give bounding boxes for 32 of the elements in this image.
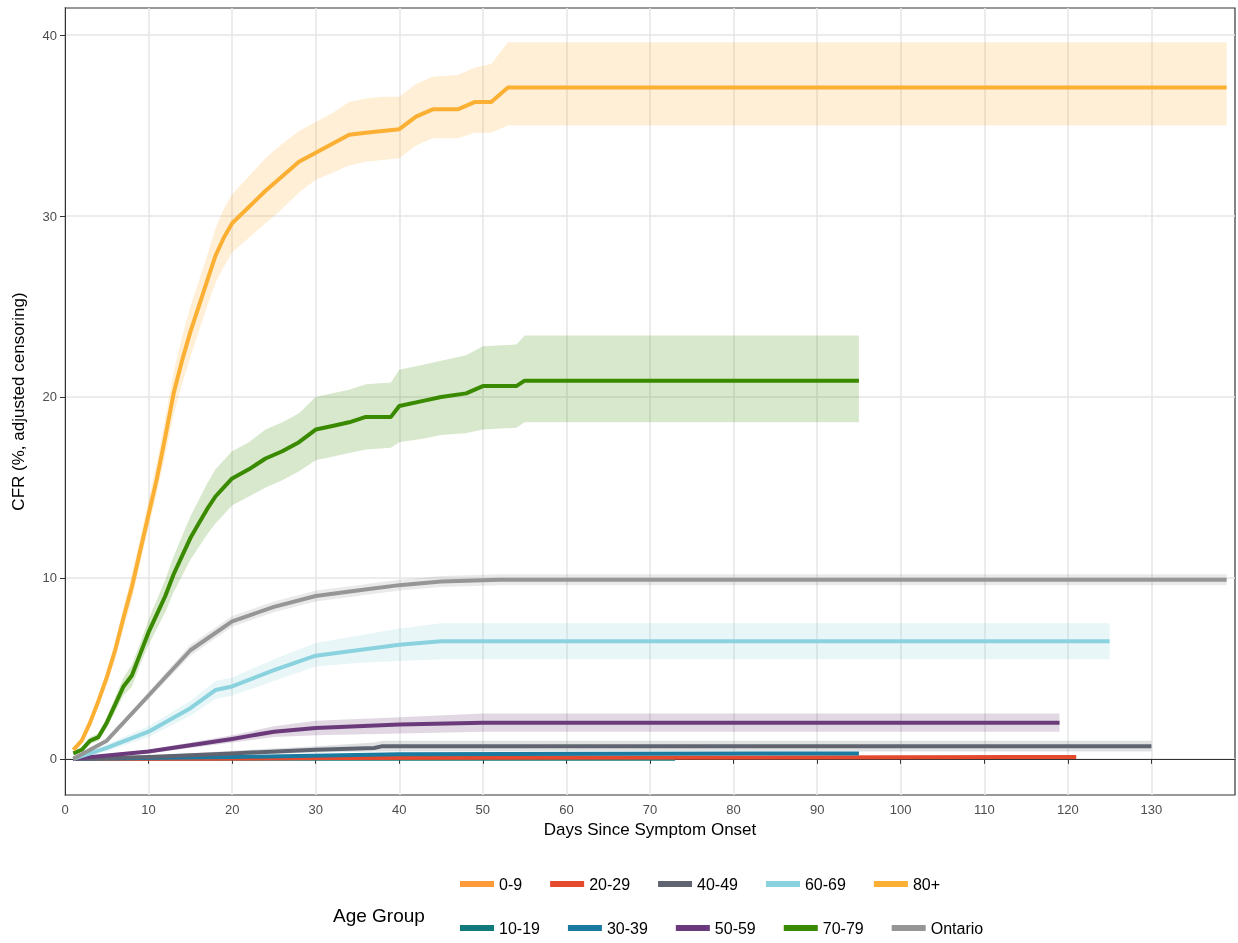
x-tick-label: 120 — [1057, 802, 1079, 817]
y-tick-label: 20 — [42, 389, 57, 405]
y-tick-label: 0 — [49, 751, 57, 767]
x-tick-label: 80 — [726, 802, 741, 817]
y-tick-label: 30 — [42, 208, 57, 224]
x-tick-label: 50 — [475, 802, 491, 817]
y-tick-label: 10 — [42, 570, 57, 586]
legend-label: 50-59 — [714, 919, 756, 937]
legend-label: Ontario — [930, 919, 984, 937]
x-tick-label: 100 — [889, 802, 912, 817]
legend-label: 70-79 — [822, 919, 864, 937]
x-tick-label: 20 — [224, 802, 240, 817]
x-axis-title: Days Since Symptom Onset — [543, 820, 757, 839]
y-tick-label: 40 — [42, 27, 57, 43]
legend-label: 40-49 — [697, 875, 739, 893]
x-tick-label: 110 — [973, 802, 995, 817]
y-axis-title: CFR (%, adjusted censoring) — [9, 292, 28, 511]
legend-label: 80+ — [912, 875, 941, 893]
x-tick-label: 0 — [61, 802, 69, 817]
legend-label: 30-39 — [606, 919, 648, 937]
x-tick-label: 90 — [809, 802, 825, 817]
x-tick-label: 30 — [308, 802, 323, 817]
x-tick-label: 40 — [392, 802, 407, 817]
x-tick-label: 60 — [559, 802, 574, 817]
x-tick-label: 130 — [1140, 802, 1163, 817]
x-tick-label: 70 — [642, 802, 658, 817]
legend-label: 60-69 — [804, 875, 846, 893]
legend-label: 20-29 — [589, 875, 631, 893]
x-tick-label: 10 — [141, 802, 156, 817]
legend-label: 10-19 — [499, 919, 541, 937]
legend-label: 0-9 — [499, 875, 523, 893]
legend-title: Age Group — [333, 905, 425, 926]
